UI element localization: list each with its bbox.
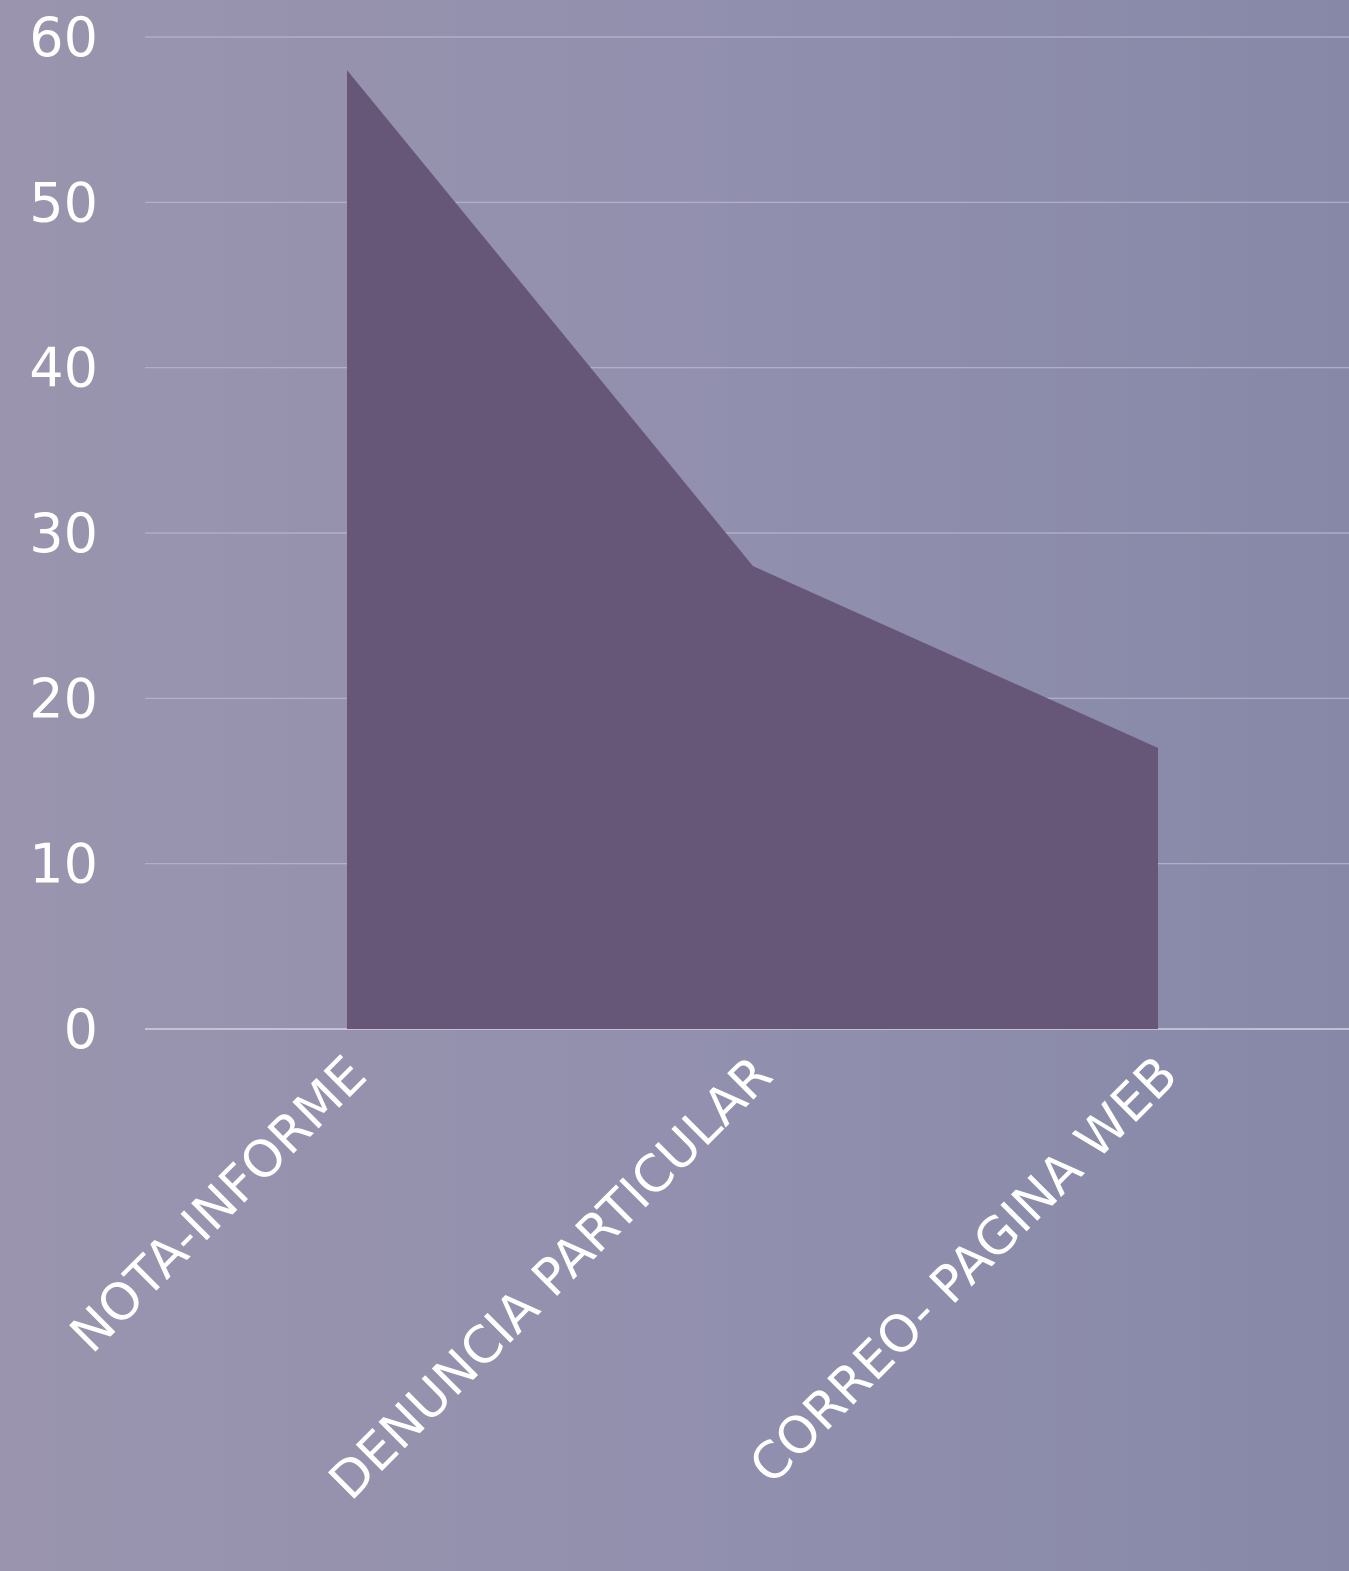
- y-tick-label: 20: [29, 667, 98, 730]
- y-tick-label: 10: [29, 833, 98, 896]
- area-fill: [347, 70, 1158, 1030]
- y-tick-label: 50: [29, 171, 98, 234]
- x-tick-label: CORREO- PAGINA WEB: [739, 1045, 1189, 1495]
- y-axis: 0 10 20 30 40 50 60: [29, 6, 98, 1061]
- x-tick-label: DENUNCIA PARTICULAR: [318, 1045, 784, 1511]
- y-tick-label: 40: [29, 337, 98, 400]
- area-series: [347, 70, 1158, 1030]
- y-tick-label: 30: [29, 502, 98, 565]
- y-tick-label: 0: [64, 998, 98, 1061]
- y-tick-label: 60: [29, 6, 98, 69]
- x-tick-label: NOTA-INFORME: [59, 1045, 378, 1364]
